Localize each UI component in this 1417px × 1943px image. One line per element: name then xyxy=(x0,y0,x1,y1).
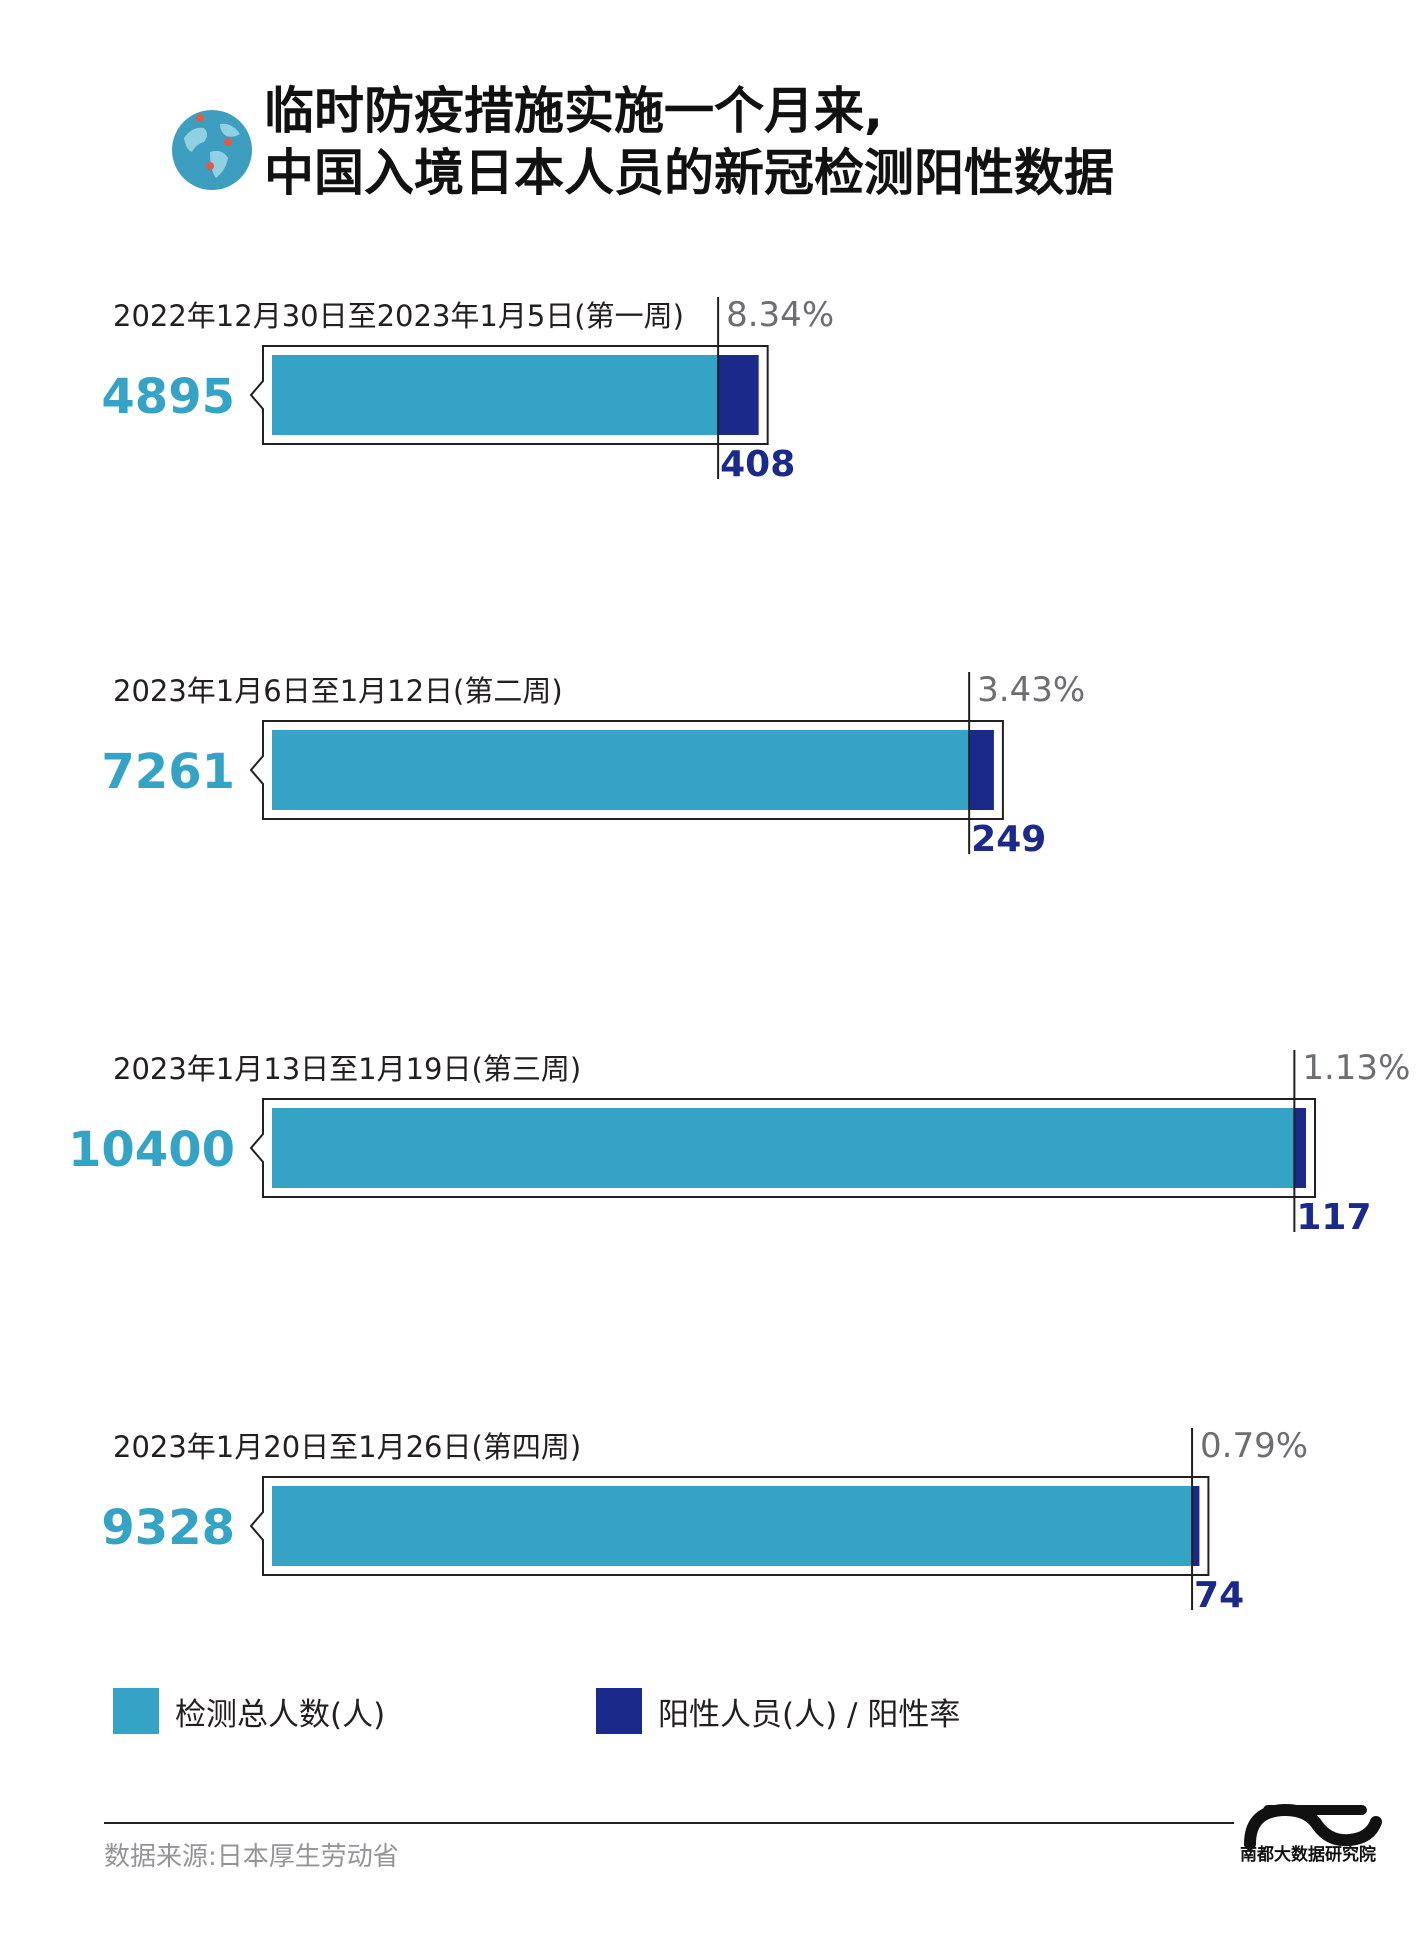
total-bar xyxy=(272,730,970,810)
total-bar xyxy=(272,1108,1295,1188)
week-label: 2023年1月13日至1月19日(第三周) xyxy=(113,1052,581,1086)
bar-frame xyxy=(249,1098,1316,1198)
legend-item-total: 检测总人数(人) xyxy=(113,1688,385,1734)
positive-bar xyxy=(718,355,759,435)
positive-value-label: 249 xyxy=(971,819,1046,860)
total-value-label: 9328 xyxy=(101,1500,235,1556)
source-note: 数据来源:日本厚生劳动省 xyxy=(104,1842,399,1872)
globe-icon xyxy=(172,110,252,190)
total-value-label: 4895 xyxy=(101,369,235,425)
positive-value-label: 74 xyxy=(1194,1575,1244,1616)
legend-label-positive: 阳性人员(人) / 阳性率 xyxy=(658,1696,961,1733)
logo-text: 南都大数据研究院 xyxy=(1240,1845,1376,1865)
positive-bar xyxy=(1192,1486,1200,1566)
total-bar xyxy=(272,1486,1193,1566)
title-line-1: 临时防疫措施实施一个月来, xyxy=(264,82,883,140)
legend-item-positive: 阳性人员(人) / 阳性率 xyxy=(596,1688,960,1734)
positive-value-label: 117 xyxy=(1296,1197,1371,1238)
week-label: 2023年1月6日至1月12日(第二周) xyxy=(113,674,563,708)
positive-rate-label: 3.43% xyxy=(977,670,1085,710)
positive-rate-label: 1.13% xyxy=(1302,1048,1410,1088)
positive-rate-label: 0.79% xyxy=(1200,1426,1308,1466)
page-title: 临时防疫措施实施一个月来, 中国入境日本人员的新冠检测阳性数据 xyxy=(264,80,1114,204)
total-value-label: 7261 xyxy=(101,744,235,800)
legend-swatch-positive xyxy=(596,1688,642,1734)
total-value-label: 10400 xyxy=(68,1122,235,1178)
week-label: 2023年1月20日至1月26日(第四周) xyxy=(113,1430,581,1464)
bar-frame xyxy=(249,720,1004,820)
total-bar xyxy=(272,355,719,435)
positive-bar xyxy=(969,730,994,810)
positive-bar xyxy=(1294,1108,1306,1188)
logo-mark xyxy=(1244,1803,1382,1850)
legend-label-total: 检测总人数(人) xyxy=(175,1696,386,1733)
positive-rate-label: 8.34% xyxy=(726,295,834,335)
footer-divider xyxy=(104,1822,1234,1824)
legend-swatch-total xyxy=(113,1688,159,1734)
bar-frame xyxy=(249,1476,1210,1576)
week-label: 2022年12月30日至2023年1月5日(第一周) xyxy=(113,299,684,333)
title-line-2: 中国入境日本人员的新冠检测阳性数据 xyxy=(264,144,1114,202)
bar-frame xyxy=(249,345,769,445)
positive-value-label: 408 xyxy=(720,444,795,485)
